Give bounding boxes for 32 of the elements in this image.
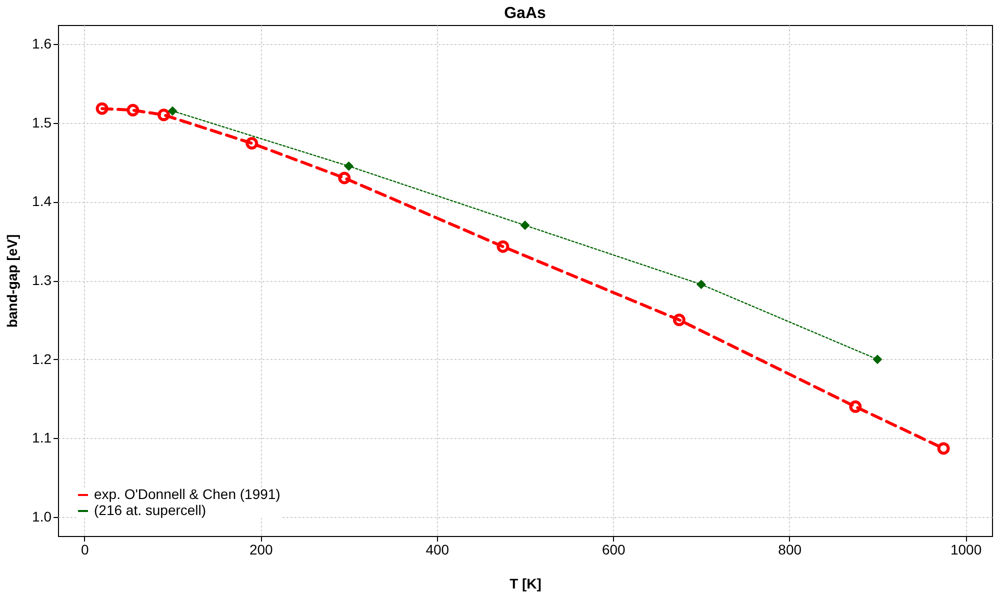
y-tick-label: 1.1 <box>32 430 52 446</box>
point <box>696 280 706 290</box>
point <box>338 172 351 184</box>
legend-label: (216 at. supercell) <box>94 502 206 518</box>
legend-label: exp. O'Donnell & Chen (1991) <box>94 486 280 502</box>
y-tick-label: 1.4 <box>32 193 52 210</box>
chart-title: GaAs <box>504 5 546 22</box>
point <box>872 354 882 364</box>
point <box>496 240 510 253</box>
y-axis-title: band-gap [eV] <box>4 234 20 328</box>
point <box>849 400 862 413</box>
point <box>157 108 170 122</box>
x-tick-label: 800 <box>778 542 802 558</box>
point <box>937 442 950 455</box>
x-axis-title: T [K] <box>510 576 542 592</box>
y-tick-label: 1.0 <box>32 508 52 525</box>
point <box>96 102 108 115</box>
y-tick-label: 1.5 <box>32 114 52 130</box>
y-tick-label: 1.6 <box>32 35 52 52</box>
x-tick-label: 0 <box>81 542 90 558</box>
point <box>520 220 530 230</box>
point <box>344 161 354 171</box>
x-tick-label: 400 <box>426 542 450 558</box>
point <box>246 137 258 150</box>
point <box>126 104 140 116</box>
x-tick-label: 200 <box>249 542 274 558</box>
y-tick-label: 1.2 <box>32 350 52 367</box>
point <box>672 314 686 326</box>
point <box>168 106 178 116</box>
x-tick-label: 600 <box>602 542 626 558</box>
x-tick-label: 1000 <box>950 542 982 558</box>
y-tick-label: 1.3 <box>32 272 52 288</box>
